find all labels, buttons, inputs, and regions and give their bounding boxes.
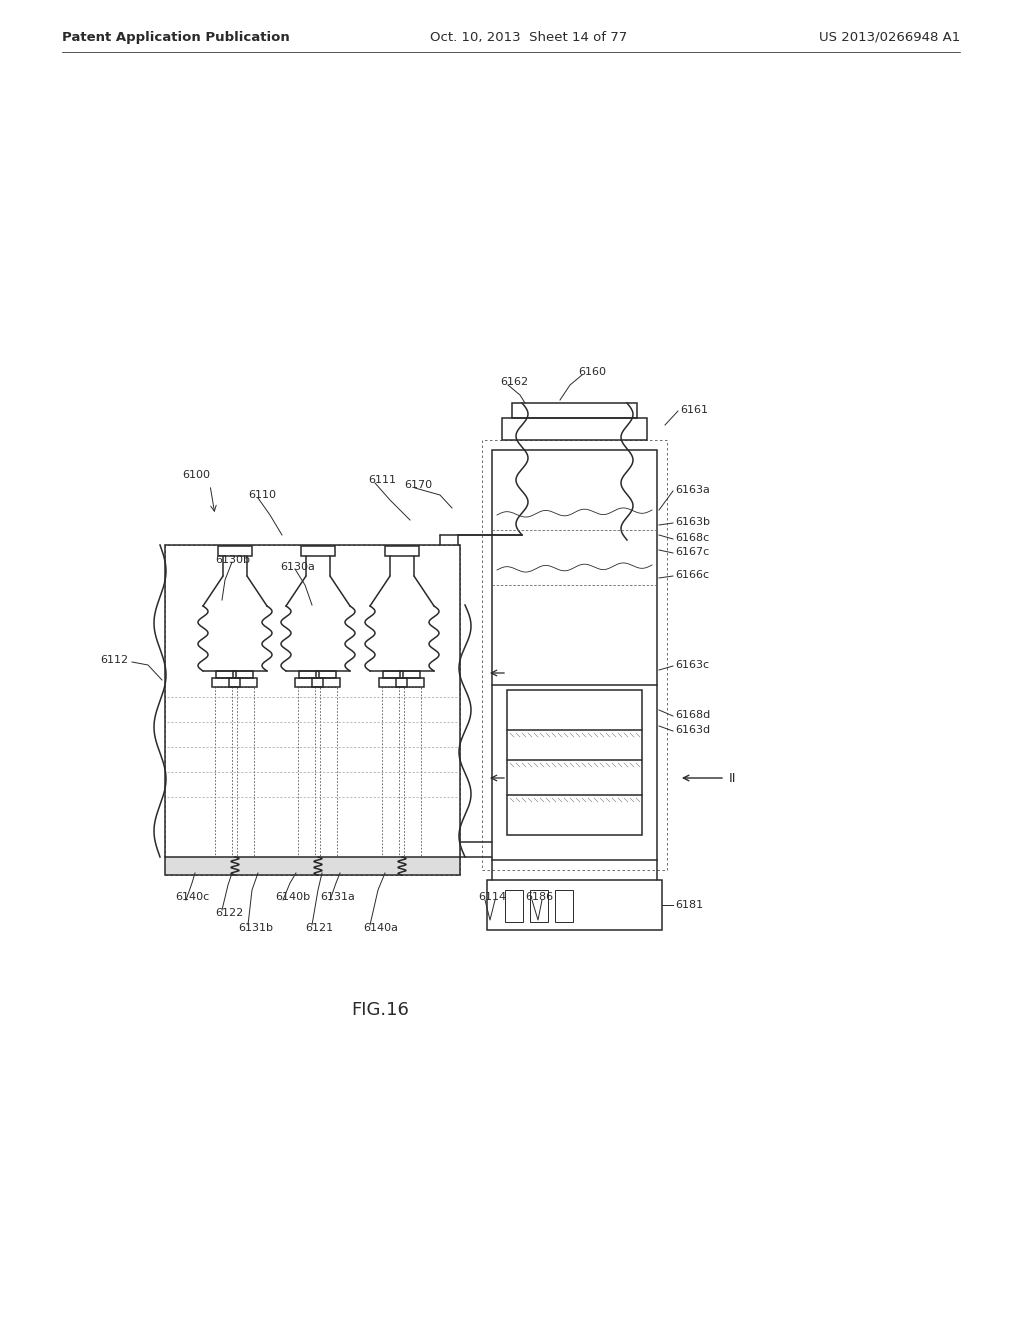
Bar (301, 546, 335, 556)
Bar (212, 678, 240, 686)
Bar (512, 403, 637, 418)
Bar (382, 686, 404, 857)
Text: 6170: 6170 (404, 480, 432, 490)
Text: II: II (729, 771, 736, 784)
Bar (215, 686, 237, 857)
Text: 6121: 6121 (305, 923, 333, 933)
Bar (299, 671, 319, 678)
Bar (315, 686, 337, 857)
Bar (312, 678, 340, 686)
Bar (492, 450, 657, 861)
Text: 6163a: 6163a (675, 484, 710, 495)
Text: US 2013/0266948 A1: US 2013/0266948 A1 (819, 30, 961, 44)
Bar (298, 686, 319, 857)
Text: 6162: 6162 (500, 378, 528, 387)
Bar (216, 671, 236, 678)
Bar (400, 671, 420, 678)
Text: 6167c: 6167c (675, 546, 710, 557)
Text: 6168c: 6168c (675, 533, 710, 543)
Text: 6130a: 6130a (280, 562, 314, 572)
Bar (507, 690, 642, 836)
Text: 6160: 6160 (578, 367, 606, 378)
Bar (218, 546, 252, 556)
Bar (383, 671, 403, 678)
Bar (482, 440, 667, 870)
Bar (399, 686, 421, 857)
Bar (396, 678, 424, 686)
Text: 6161: 6161 (680, 405, 708, 414)
Text: 6140b: 6140b (275, 892, 310, 902)
Text: 6166c: 6166c (675, 570, 710, 579)
Bar (165, 857, 460, 875)
Bar (295, 678, 323, 686)
Text: 6130b: 6130b (215, 554, 250, 565)
Text: 6163b: 6163b (675, 517, 710, 527)
Bar (505, 890, 523, 921)
Text: 6110: 6110 (248, 490, 276, 500)
Text: 6168d: 6168d (675, 710, 711, 719)
Text: 6140a: 6140a (362, 923, 398, 933)
Text: 6131b: 6131b (238, 923, 273, 933)
Bar (502, 418, 647, 440)
Bar (487, 880, 662, 931)
Text: 6186: 6186 (525, 892, 553, 902)
Text: 6100: 6100 (182, 470, 210, 480)
Bar (316, 671, 336, 678)
Bar (555, 890, 573, 921)
Bar (233, 671, 253, 678)
Text: FIG.16: FIG.16 (351, 1001, 409, 1019)
Text: 6111: 6111 (368, 475, 396, 484)
Bar (379, 678, 407, 686)
Text: 6140c: 6140c (175, 892, 209, 902)
Bar (530, 890, 548, 921)
Text: 6114: 6114 (478, 892, 506, 902)
Text: Oct. 10, 2013  Sheet 14 of 77: Oct. 10, 2013 Sheet 14 of 77 (430, 30, 628, 44)
Text: 6112: 6112 (100, 655, 128, 665)
Text: 6163d: 6163d (675, 725, 710, 735)
Text: 6122: 6122 (215, 908, 244, 917)
Text: 6131a: 6131a (319, 892, 355, 902)
Text: Patent Application Publication: Patent Application Publication (62, 30, 290, 44)
Text: 6181: 6181 (675, 900, 703, 909)
Bar (229, 678, 257, 686)
Bar (385, 546, 419, 556)
Text: 6163c: 6163c (675, 660, 710, 671)
Bar (232, 686, 254, 857)
Bar (165, 545, 460, 875)
